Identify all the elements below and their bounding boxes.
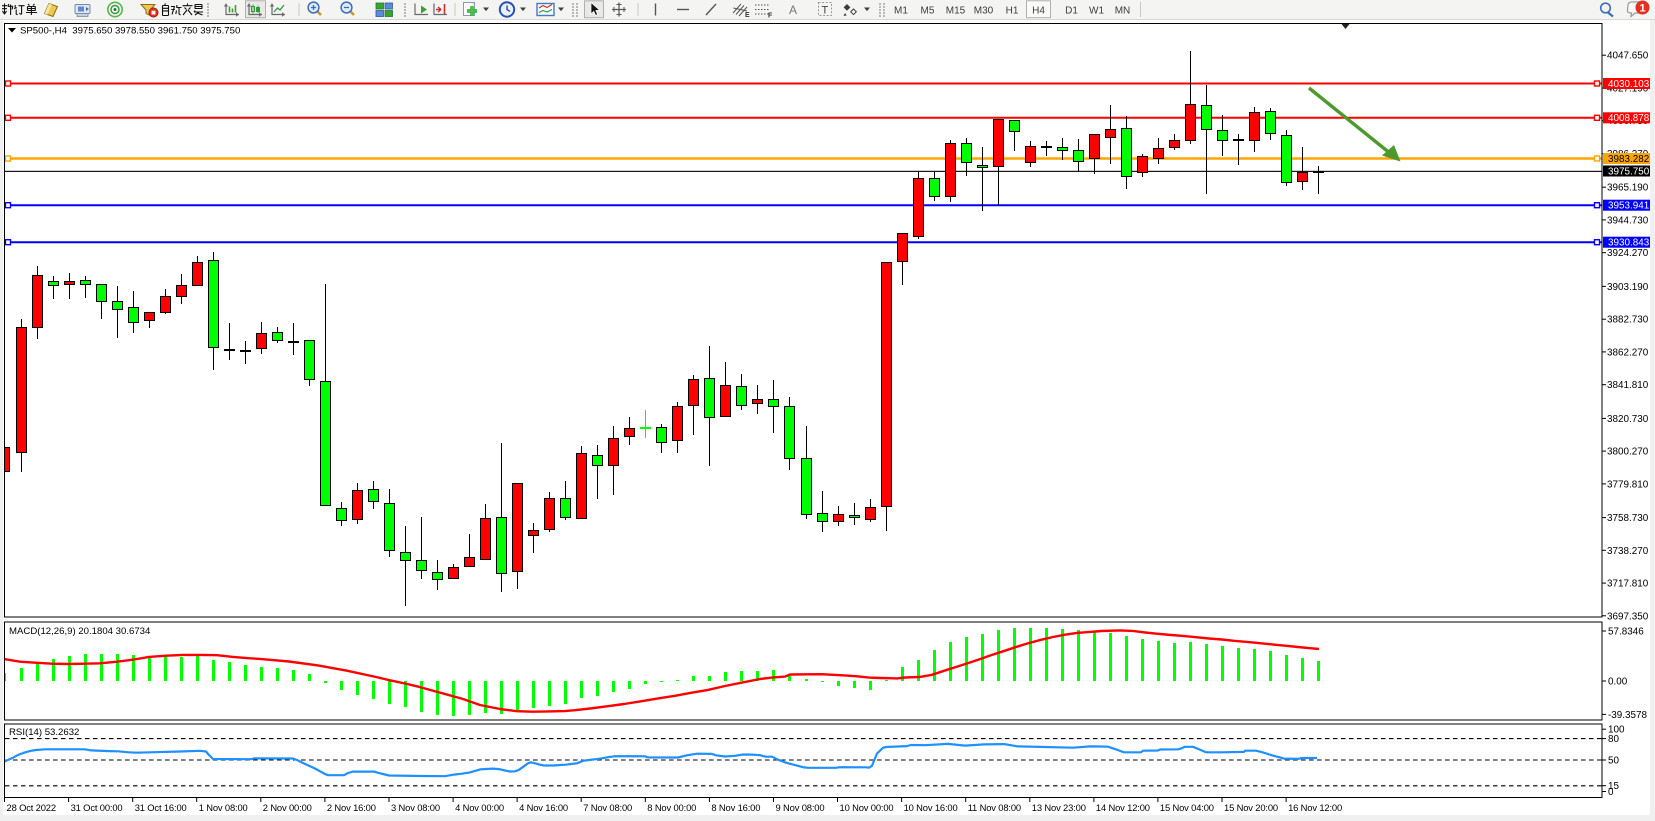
svg-text:2 Nov 16:00: 2 Nov 16:00 — [327, 802, 376, 813]
svg-text:0: 0 — [1608, 787, 1614, 798]
svg-text:M5: M5 — [921, 6, 935, 17]
svg-text:4030.103: 4030.103 — [1608, 79, 1650, 90]
svg-text:3841.810: 3841.810 — [1607, 380, 1649, 391]
svg-text:15: 15 — [1608, 781, 1619, 792]
svg-text:M1: M1 — [894, 6, 908, 17]
svg-text:4 Nov 00:00: 4 Nov 00:00 — [455, 802, 504, 813]
svg-text:D1: D1 — [1065, 6, 1078, 17]
svg-text:3944.730: 3944.730 — [1607, 215, 1649, 226]
svg-text:3758.730: 3758.730 — [1607, 513, 1649, 524]
svg-text:100: 100 — [1608, 725, 1625, 736]
svg-text:7 Nov 08:00: 7 Nov 08:00 — [583, 802, 632, 813]
svg-text:1: 1 — [1639, 3, 1645, 15]
svg-text:3903.190: 3903.190 — [1607, 282, 1649, 293]
svg-text:3924.270: 3924.270 — [1607, 248, 1649, 259]
svg-text:3882.730: 3882.730 — [1607, 315, 1649, 326]
svg-text:8 Nov 00:00: 8 Nov 00:00 — [647, 802, 696, 813]
svg-text:T: T — [822, 5, 829, 17]
svg-text:31 Oct 16:00: 31 Oct 16:00 — [135, 802, 187, 813]
svg-text:80: 80 — [1608, 734, 1619, 745]
svg-text:3717.810: 3717.810 — [1607, 579, 1649, 590]
svg-text:SP500-,H4 3975.650 3978.550 3: SP500-,H4 3975.650 3978.550 3961.750 397… — [20, 26, 240, 37]
svg-text:MACD(12,26,9) 20.1804 30.6734: MACD(12,26,9) 20.1804 30.6734 — [9, 626, 151, 637]
svg-text:10 Nov 16:00: 10 Nov 16:00 — [904, 802, 958, 813]
svg-text:3965.190: 3965.190 — [1607, 183, 1649, 194]
svg-text:3697.350: 3697.350 — [1607, 611, 1649, 622]
svg-text:8 Nov 16:00: 8 Nov 16:00 — [711, 802, 760, 813]
svg-text:3983.282: 3983.282 — [1608, 154, 1649, 165]
svg-text:15 Nov 04:00: 15 Nov 04:00 — [1160, 802, 1214, 813]
svg-text:W1: W1 — [1089, 6, 1104, 17]
svg-text:M15: M15 — [946, 6, 966, 17]
svg-text:4008.878: 4008.878 — [1608, 113, 1650, 124]
svg-text:MN: MN — [1115, 6, 1131, 17]
svg-text:A: A — [789, 3, 797, 17]
svg-text:3800.270: 3800.270 — [1607, 447, 1649, 458]
svg-text:16 Nov 12:00: 16 Nov 12:00 — [1288, 802, 1342, 813]
svg-text:M30: M30 — [974, 6, 994, 17]
svg-text:1 Nov 08:00: 1 Nov 08:00 — [199, 802, 248, 813]
svg-text:E: E — [745, 12, 750, 19]
svg-text:4047.650: 4047.650 — [1607, 51, 1649, 62]
svg-text:H4: H4 — [1032, 6, 1045, 17]
svg-text:10 Nov 00:00: 10 Nov 00:00 — [840, 802, 894, 813]
svg-text:13 Nov 23:00: 13 Nov 23:00 — [1032, 802, 1086, 813]
svg-text:50: 50 — [1608, 756, 1619, 767]
svg-text:3930.843: 3930.843 — [1608, 238, 1650, 249]
svg-text:28 Oct 2022: 28 Oct 2022 — [7, 802, 56, 813]
svg-text:4 Nov 16:00: 4 Nov 16:00 — [519, 802, 568, 813]
svg-text:15 Nov 20:00: 15 Nov 20:00 — [1224, 802, 1278, 813]
svg-text:3779.810: 3779.810 — [1607, 479, 1649, 490]
svg-text:F: F — [768, 13, 773, 20]
svg-text:RSI(14) 53.2632: RSI(14) 53.2632 — [9, 727, 79, 738]
svg-text:31 Oct 00:00: 31 Oct 00:00 — [71, 802, 123, 813]
svg-text:3 Nov 08:00: 3 Nov 08:00 — [391, 802, 440, 813]
svg-text:14 Nov 12:00: 14 Nov 12:00 — [1096, 802, 1150, 813]
svg-text:-39.3578: -39.3578 — [1608, 710, 1647, 721]
svg-text:3738.270: 3738.270 — [1607, 546, 1649, 557]
svg-text:9 Nov 08:00: 9 Nov 08:00 — [776, 802, 825, 813]
svg-text:3975.750: 3975.750 — [1608, 166, 1650, 177]
svg-text:3862.270: 3862.270 — [1607, 347, 1649, 358]
svg-text:2 Nov 00:00: 2 Nov 00:00 — [263, 802, 312, 813]
svg-text:3820.730: 3820.730 — [1607, 414, 1649, 425]
svg-text:57.8346: 57.8346 — [1608, 627, 1644, 638]
svg-text:0.00: 0.00 — [1608, 677, 1628, 688]
svg-text:H1: H1 — [1006, 6, 1019, 17]
svg-text:3953.941: 3953.941 — [1608, 201, 1650, 212]
svg-text:11 Nov 08:00: 11 Nov 08:00 — [968, 802, 1021, 813]
